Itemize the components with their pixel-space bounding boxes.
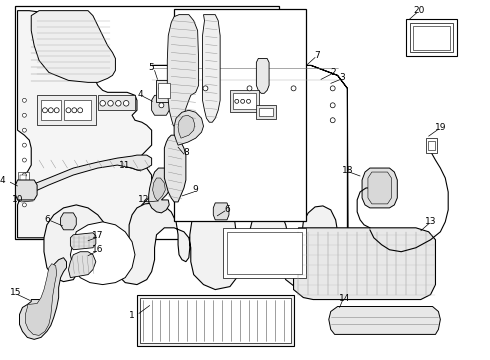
Polygon shape bbox=[151, 95, 169, 115]
Bar bbox=[256, 105, 276, 119]
Bar bbox=[137, 294, 294, 346]
Bar bbox=[155, 80, 173, 102]
Bar bbox=[227, 232, 302, 274]
Text: 16: 16 bbox=[92, 245, 103, 254]
Circle shape bbox=[23, 98, 26, 102]
Circle shape bbox=[241, 99, 245, 103]
Text: 6: 6 bbox=[224, 206, 230, 215]
Bar bbox=[410, 23, 453, 53]
Circle shape bbox=[23, 188, 26, 192]
Bar bbox=[21, 175, 26, 181]
Polygon shape bbox=[27, 155, 151, 195]
Polygon shape bbox=[71, 222, 135, 285]
Polygon shape bbox=[202, 15, 220, 122]
Bar bbox=[15, 6, 279, 239]
Circle shape bbox=[247, 86, 252, 91]
Circle shape bbox=[23, 143, 26, 147]
Text: 20: 20 bbox=[413, 6, 424, 15]
Circle shape bbox=[54, 108, 59, 113]
Text: 4: 4 bbox=[0, 176, 5, 185]
Bar bbox=[41, 100, 61, 120]
Circle shape bbox=[330, 103, 335, 108]
Bar bbox=[37, 95, 96, 125]
Text: 19: 19 bbox=[435, 123, 446, 132]
Circle shape bbox=[49, 108, 53, 113]
Bar bbox=[18, 172, 29, 184]
Circle shape bbox=[159, 86, 164, 91]
Circle shape bbox=[330, 86, 335, 91]
Text: 3: 3 bbox=[340, 73, 345, 82]
Bar bbox=[413, 26, 450, 50]
Polygon shape bbox=[61, 213, 76, 230]
Text: 1: 1 bbox=[129, 311, 135, 320]
Text: 15: 15 bbox=[10, 288, 22, 297]
Text: 12: 12 bbox=[138, 195, 149, 204]
Polygon shape bbox=[256, 58, 269, 93]
Polygon shape bbox=[213, 203, 229, 220]
Text: 17: 17 bbox=[92, 231, 103, 240]
Bar bbox=[406, 19, 457, 57]
Circle shape bbox=[66, 108, 71, 113]
Polygon shape bbox=[174, 110, 203, 145]
Bar bbox=[140, 298, 291, 343]
Polygon shape bbox=[31, 11, 116, 82]
Polygon shape bbox=[148, 168, 174, 213]
Polygon shape bbox=[362, 168, 397, 208]
Text: 10: 10 bbox=[12, 195, 24, 204]
Circle shape bbox=[72, 108, 77, 113]
Bar bbox=[428, 141, 436, 150]
Text: 18: 18 bbox=[342, 166, 353, 175]
Polygon shape bbox=[329, 306, 441, 334]
Bar bbox=[64, 100, 91, 120]
Polygon shape bbox=[20, 258, 67, 339]
Circle shape bbox=[23, 128, 26, 132]
Polygon shape bbox=[152, 178, 165, 201]
Bar bbox=[158, 84, 170, 98]
Circle shape bbox=[23, 113, 26, 117]
Polygon shape bbox=[294, 228, 436, 300]
Circle shape bbox=[159, 103, 164, 108]
Text: 2: 2 bbox=[330, 68, 336, 77]
Polygon shape bbox=[18, 11, 151, 238]
Bar bbox=[223, 228, 306, 278]
Polygon shape bbox=[178, 115, 195, 138]
Circle shape bbox=[291, 86, 296, 91]
Text: 11: 11 bbox=[119, 161, 130, 170]
Circle shape bbox=[108, 100, 113, 106]
Text: 7: 7 bbox=[314, 51, 320, 60]
Text: 5: 5 bbox=[149, 63, 154, 72]
Text: 6: 6 bbox=[44, 215, 50, 224]
Polygon shape bbox=[69, 252, 96, 278]
Polygon shape bbox=[16, 180, 37, 200]
Circle shape bbox=[203, 86, 208, 91]
Circle shape bbox=[116, 100, 121, 106]
Circle shape bbox=[23, 173, 26, 177]
Circle shape bbox=[23, 158, 26, 162]
Text: 14: 14 bbox=[339, 294, 350, 303]
Bar bbox=[426, 138, 438, 153]
Text: 8: 8 bbox=[183, 148, 189, 157]
Polygon shape bbox=[25, 264, 57, 336]
Bar bbox=[233, 93, 256, 109]
Circle shape bbox=[330, 118, 335, 123]
Bar bbox=[98, 95, 135, 110]
Text: 4: 4 bbox=[137, 90, 143, 99]
Circle shape bbox=[100, 100, 105, 106]
Text: 13: 13 bbox=[425, 217, 436, 226]
Polygon shape bbox=[368, 172, 392, 204]
Circle shape bbox=[43, 108, 48, 113]
Circle shape bbox=[78, 108, 83, 113]
Polygon shape bbox=[71, 233, 96, 250]
Circle shape bbox=[235, 99, 239, 103]
Polygon shape bbox=[164, 135, 186, 202]
Bar bbox=[174, 9, 306, 221]
Polygon shape bbox=[167, 15, 198, 128]
Polygon shape bbox=[44, 66, 348, 292]
Circle shape bbox=[246, 99, 250, 103]
Circle shape bbox=[123, 100, 129, 106]
Bar bbox=[230, 90, 259, 112]
Circle shape bbox=[23, 203, 26, 207]
Text: 9: 9 bbox=[193, 185, 198, 194]
Bar bbox=[259, 108, 273, 116]
